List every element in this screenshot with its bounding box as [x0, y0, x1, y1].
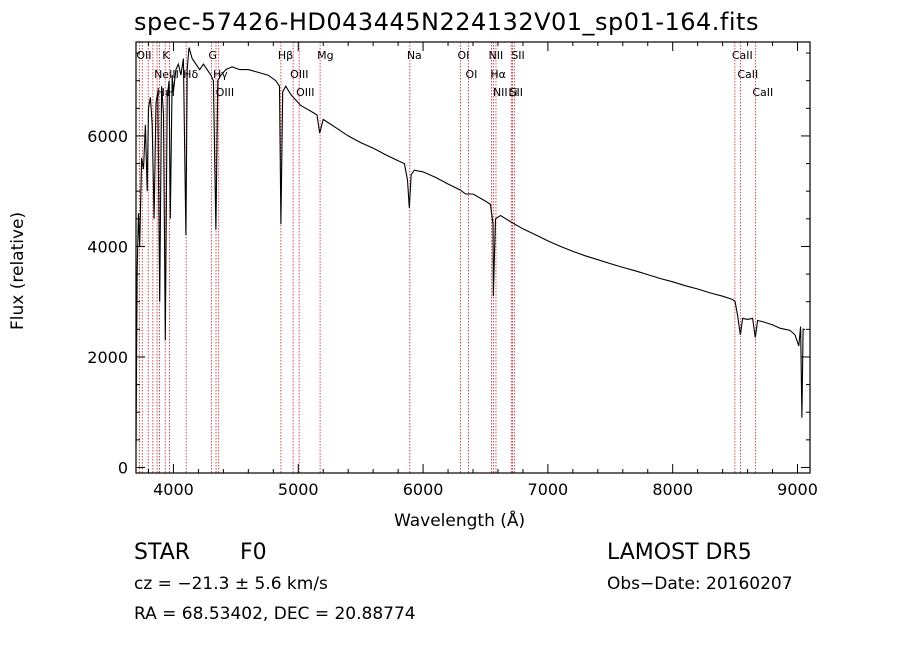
spectral-line-label: G — [208, 49, 217, 62]
spectral-line-label: OII — [136, 49, 151, 62]
y-axis-label: Flux (relative) — [8, 211, 28, 330]
spectral-line-label: Mg — [317, 49, 333, 62]
spectral-line-label: CaII — [737, 68, 758, 81]
spectral-line-label: SII — [510, 86, 523, 99]
spectral-subclass: F0 — [240, 540, 267, 565]
spectral-line-label: OI — [458, 49, 470, 62]
spectral-line-label: Na — [407, 49, 422, 62]
y-tick-label: 0 — [118, 458, 128, 477]
spectral-line-label: NII — [488, 49, 503, 62]
chart-title: spec-57426-HD043445N224132V01_sp01-164.f… — [134, 8, 759, 36]
x-tick-label: 6000 — [403, 480, 444, 499]
emission-lines-layer — [138, 42, 756, 473]
obs-date-label: Obs−Date: 20160207 — [607, 574, 793, 594]
y-tick-label: 6000 — [87, 127, 128, 146]
spectral-line-label: Hα — [490, 68, 506, 81]
spectral-line-label: OIII — [290, 68, 308, 81]
radec-label: RA = 68.53402, DEC = 20.88774 — [134, 604, 416, 624]
x-axis-label: Wavelength (Å) — [394, 511, 526, 531]
spectral-line-label: Hβ — [278, 49, 293, 62]
y-tick-label: 4000 — [87, 237, 128, 256]
spectral-line-label: OI — [466, 68, 478, 81]
x-tick-label: 9000 — [777, 480, 818, 499]
spectral-line-label: Li — [508, 86, 517, 99]
spectral-line-label: H — [167, 86, 175, 99]
spectral-line-label: NII — [493, 86, 508, 99]
x-tick-label: 8000 — [652, 480, 693, 499]
survey-label: LAMOST DR5 — [607, 540, 752, 565]
spectrum-series-line — [135, 47, 805, 446]
spectral-line-label: K — [162, 49, 170, 62]
spectral-line-label: OIII — [296, 86, 314, 99]
spectral-line-label: Hδ — [183, 68, 198, 81]
axis-ticks-layer: 4000 5000 6000 7000 8000 9000 0 2000 4000 6000 — [87, 42, 818, 499]
spectral-line-label: CaII — [752, 86, 773, 99]
spectral-line-label: OIII — [216, 86, 234, 99]
x-tick-label: 4000 — [153, 480, 194, 499]
spectral-class: STAR — [134, 540, 191, 565]
spectral-line-label: SII — [511, 49, 524, 62]
spectral-line-label: CaII — [732, 49, 753, 62]
redshift-label: cz = −21.3 ± 5.6 km/s — [134, 574, 328, 594]
plot-frame — [135, 41, 811, 474]
x-tick-label: 7000 — [528, 480, 569, 499]
x-tick-label: 5000 — [278, 480, 319, 499]
y-tick-label: 2000 — [87, 348, 128, 367]
